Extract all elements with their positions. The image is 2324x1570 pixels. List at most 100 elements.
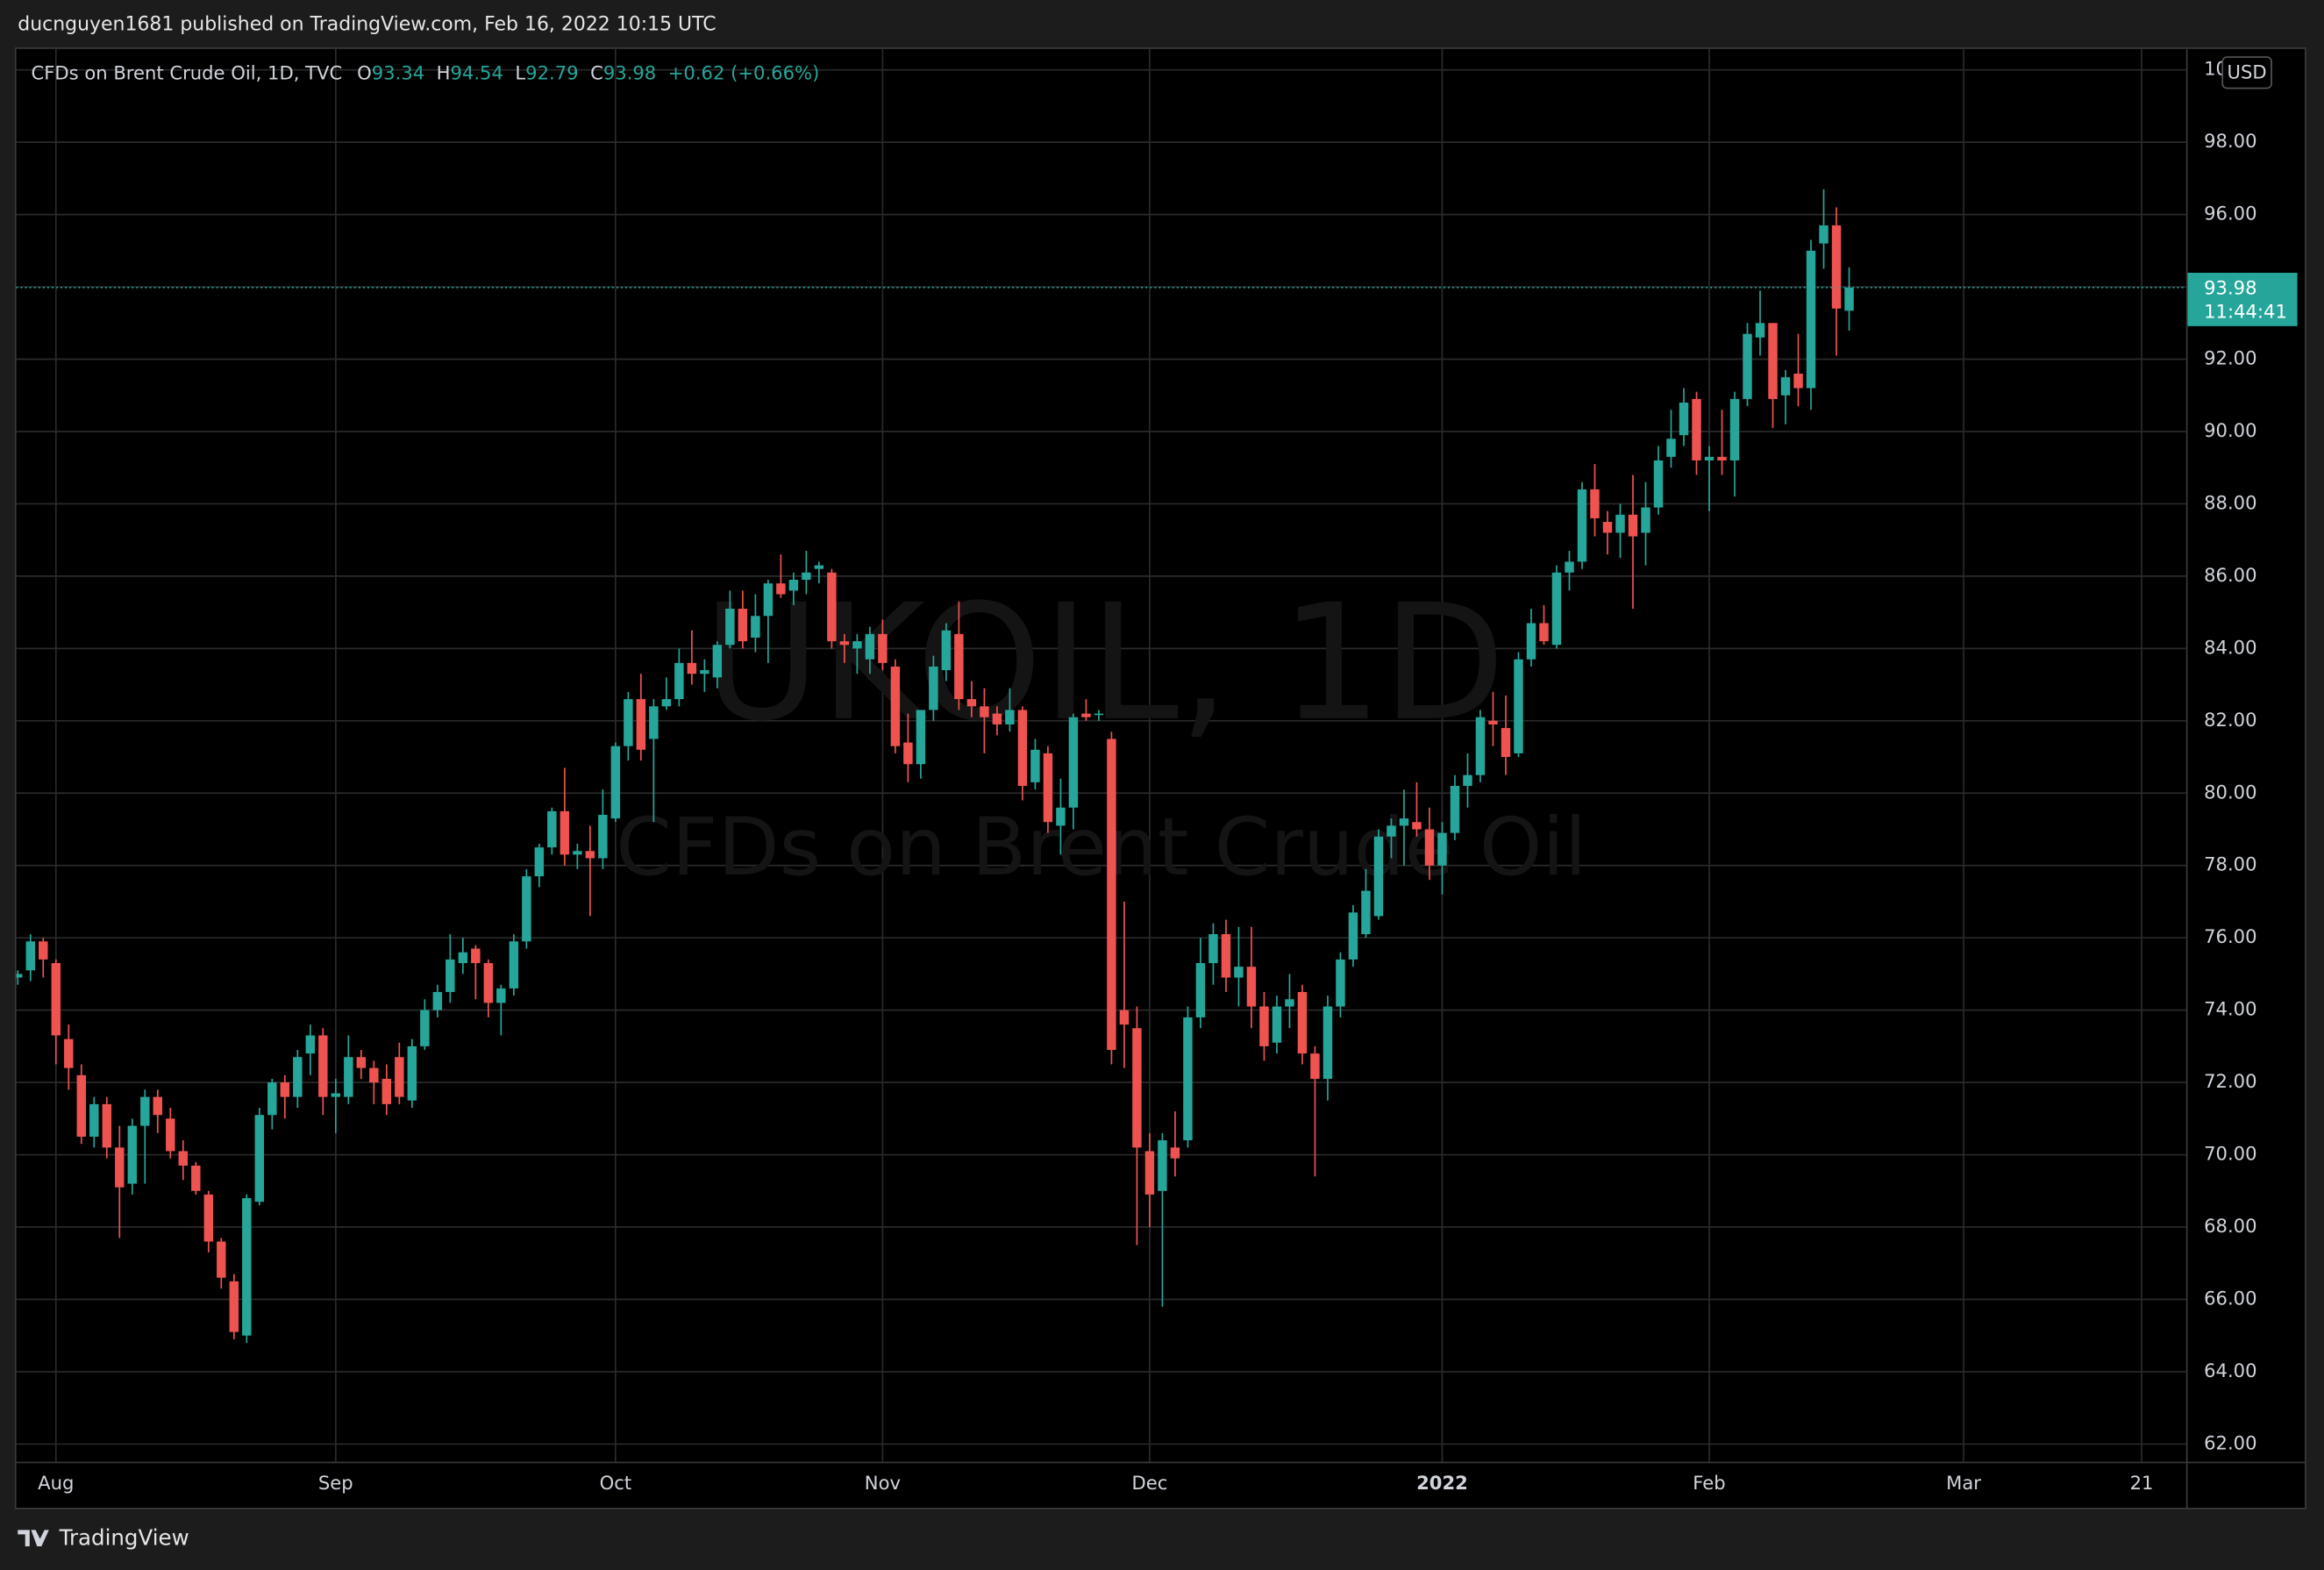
candle-body bbox=[522, 876, 531, 942]
y-tick-label: 74.00 bbox=[2204, 998, 2256, 1020]
candle-body bbox=[254, 1115, 265, 1202]
candle-body bbox=[1373, 836, 1384, 917]
candle-body bbox=[992, 713, 1002, 724]
y-tick-label: 76.00 bbox=[2204, 925, 2256, 947]
candle-body bbox=[738, 609, 748, 642]
candle-body bbox=[1844, 287, 1854, 311]
candle-body bbox=[1246, 967, 1257, 1007]
candle-body bbox=[1780, 377, 1791, 396]
y-tick-label: 62.00 bbox=[2204, 1431, 2256, 1453]
legend-low-label: L bbox=[515, 62, 525, 84]
candle-body bbox=[1272, 1006, 1282, 1043]
y-tick-label: 84.00 bbox=[2204, 636, 2256, 658]
candle-body bbox=[1514, 659, 1523, 753]
candle-body bbox=[1602, 522, 1613, 533]
candle-body bbox=[51, 963, 61, 1036]
candle-body bbox=[64, 1038, 74, 1068]
candle-body bbox=[39, 941, 48, 960]
candle-body bbox=[1322, 1006, 1333, 1079]
candle-body bbox=[407, 1045, 417, 1101]
candle-body bbox=[814, 565, 824, 569]
candle-body bbox=[203, 1194, 214, 1242]
watermark-symbol: UKOIL, 1D bbox=[703, 571, 1506, 757]
candle-body bbox=[649, 706, 659, 739]
candle-body bbox=[115, 1147, 125, 1188]
candle-body bbox=[381, 1078, 392, 1104]
candle-body bbox=[1577, 489, 1587, 562]
candle-body bbox=[178, 1151, 189, 1166]
bar-countdown: 11:44:41 bbox=[2204, 301, 2287, 323]
candle-body bbox=[865, 633, 875, 660]
candle-body bbox=[1450, 786, 1460, 833]
candle-body bbox=[483, 963, 494, 1003]
candle-body bbox=[1183, 1017, 1193, 1141]
candle-body bbox=[534, 847, 545, 877]
candle-body bbox=[954, 633, 964, 700]
x-tick-label: Oct bbox=[600, 1472, 631, 1494]
x-tick-label: Mar bbox=[1946, 1472, 1981, 1494]
candle-body bbox=[890, 666, 901, 746]
legend-high: 94.54 bbox=[450, 62, 503, 84]
candle-body bbox=[1590, 489, 1600, 518]
candle-body bbox=[1539, 623, 1549, 642]
candle-body bbox=[1551, 572, 1562, 646]
candle-body bbox=[687, 662, 697, 674]
candle-body bbox=[966, 699, 977, 707]
candle-body bbox=[1437, 832, 1447, 866]
candle-body bbox=[318, 1035, 328, 1097]
y-tick-label: 66.00 bbox=[2204, 1287, 2256, 1309]
candle-body bbox=[1195, 963, 1206, 1017]
candle-body bbox=[267, 1082, 277, 1116]
candle-body bbox=[636, 699, 646, 750]
y-tick-label: 82.00 bbox=[2204, 709, 2256, 731]
candle-body bbox=[509, 941, 519, 988]
candle-body bbox=[1501, 728, 1511, 758]
candle-body bbox=[1399, 818, 1409, 826]
candle-body bbox=[280, 1082, 290, 1097]
candle-body bbox=[1475, 717, 1486, 775]
candle-body bbox=[1005, 710, 1015, 724]
candle-body bbox=[1221, 934, 1231, 978]
legend-open: 93.34 bbox=[372, 62, 424, 84]
candle-body bbox=[725, 609, 735, 646]
candle-body bbox=[661, 699, 672, 707]
candle-body bbox=[191, 1165, 201, 1191]
legend-text: CFDs on Brent Crude Oil, 1D, TVC bbox=[31, 62, 342, 84]
legend-open-label: O bbox=[357, 62, 372, 84]
candle-body bbox=[217, 1241, 226, 1278]
currency-badge[interactable] bbox=[2221, 56, 2272, 89]
candle-body bbox=[1806, 250, 1816, 389]
candle-body bbox=[1056, 807, 1066, 826]
legend[interactable]: CFDs on Brent Crude Oil, 1D, TVC O93.34 … bbox=[31, 62, 819, 84]
candle-body bbox=[76, 1074, 87, 1137]
candle-body bbox=[585, 851, 595, 859]
candle-body bbox=[839, 641, 850, 646]
candle-body bbox=[166, 1118, 175, 1152]
candle-body bbox=[369, 1067, 379, 1083]
candle-body bbox=[1565, 561, 1574, 573]
candle-body bbox=[1424, 829, 1435, 866]
candle-body bbox=[102, 1103, 112, 1148]
candle-body bbox=[560, 810, 570, 855]
candle-body bbox=[229, 1281, 239, 1332]
x-tick-label: Nov bbox=[865, 1472, 901, 1494]
candle-body bbox=[1526, 623, 1536, 660]
candle-body bbox=[1132, 1028, 1142, 1148]
candle-body bbox=[1297, 992, 1308, 1054]
candle-body bbox=[1158, 1140, 1167, 1191]
candle-body bbox=[1653, 460, 1664, 508]
candle-body bbox=[127, 1125, 138, 1184]
candle-body bbox=[929, 666, 938, 710]
candle-body bbox=[1144, 1151, 1155, 1195]
candle-body bbox=[1387, 825, 1396, 837]
candle-body bbox=[1666, 439, 1676, 457]
candle-body bbox=[1017, 710, 1028, 787]
candle-body bbox=[458, 952, 468, 964]
candle-body bbox=[1615, 514, 1625, 533]
legend-close-label: C bbox=[590, 62, 603, 84]
candle-body bbox=[1819, 225, 1829, 244]
candle-body bbox=[916, 710, 926, 765]
footer-brand: TradingView bbox=[59, 1525, 189, 1551]
candle-body bbox=[1336, 959, 1345, 1007]
